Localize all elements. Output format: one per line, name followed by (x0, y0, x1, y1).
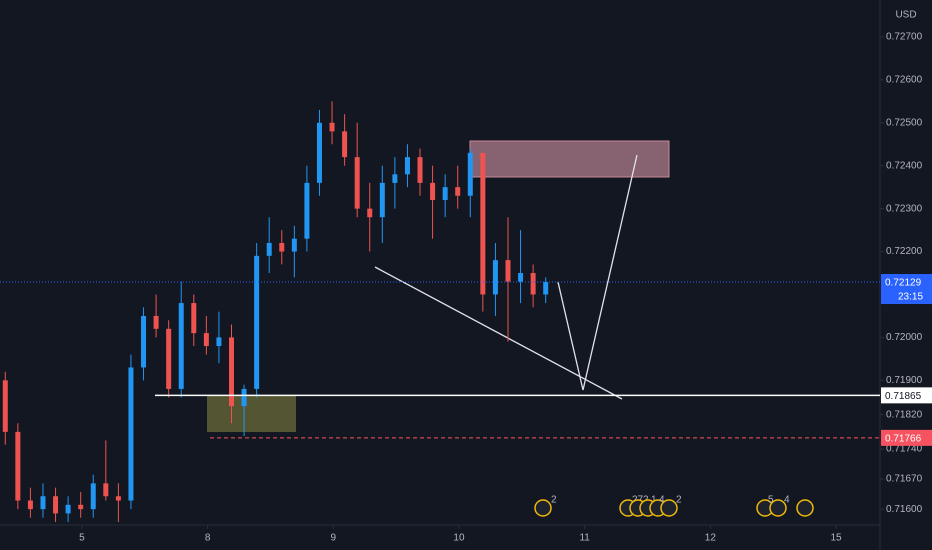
y-tick-label: 0.72000 (886, 332, 923, 343)
candle-body (291, 238, 297, 252)
candle-body (342, 131, 348, 158)
y-tick-label: 0.72400 (886, 160, 923, 171)
candle-body (53, 496, 59, 514)
candle-body (153, 315, 159, 329)
candle-body (316, 122, 322, 183)
x-tick-label: 5 (79, 533, 85, 544)
candle-body (367, 208, 373, 218)
price-label-box (881, 429, 932, 446)
candle-body (518, 273, 524, 282)
candle-body (178, 303, 184, 389)
candle-body (15, 431, 21, 501)
event: 4 (769, 495, 790, 517)
supply-zone (469, 140, 670, 178)
candle-body (203, 333, 209, 346)
candle-body (65, 504, 71, 514)
x-tick-label: 12 (705, 533, 717, 544)
y-tick-label: 0.72300 (886, 203, 923, 214)
demand-zone (207, 395, 296, 432)
candle-body (354, 157, 360, 209)
y-tick-label: 0.72500 (886, 117, 923, 128)
candle-body (304, 182, 310, 239)
candle-body (379, 182, 385, 218)
candle-body (279, 242, 285, 252)
candle-body (128, 367, 134, 501)
price-label-box (881, 387, 932, 404)
candle-body (492, 260, 498, 295)
candle-body (467, 152, 473, 196)
candle-body (90, 483, 96, 510)
last-price-label: 0.72129 (885, 278, 922, 289)
candle-body (254, 255, 260, 389)
x-tick-label: 10 (453, 533, 465, 544)
candle-body (329, 122, 335, 132)
x-tick-label: 11 (579, 533, 590, 544)
event: 2 (534, 495, 557, 517)
candle-body (141, 315, 147, 368)
candle-body (505, 260, 511, 282)
candle-body (442, 187, 448, 201)
candle-body (392, 174, 398, 183)
candle-body (266, 242, 272, 256)
candle-body (241, 388, 247, 407)
candle-body (103, 483, 109, 497)
y-tick-label: 0.71820 (886, 409, 923, 420)
candle-body (166, 328, 172, 389)
last-price-box (881, 274, 932, 305)
x-tick-label: 9 (331, 533, 337, 544)
x-tick-label: 15 (830, 533, 842, 544)
candle-body (455, 187, 461, 196)
candle-body (115, 496, 121, 501)
candle-body (216, 337, 222, 346)
y-tick-label: 0.71670 (886, 474, 923, 485)
candle-body (2, 380, 8, 432)
candle-body (404, 157, 410, 175)
candles (0, 101, 880, 522)
candle-body (543, 282, 549, 295)
countdown-label: 23:15 (898, 292, 923, 303)
candle-body (40, 496, 46, 510)
y-tick-label: 0.71740 (886, 444, 923, 455)
candle-body (430, 182, 436, 201)
y-tick-label: 0.72600 (886, 74, 923, 85)
price-label: 0.71766 (885, 433, 922, 444)
event-count: 4 (659, 495, 665, 506)
event (796, 499, 814, 517)
event-icons: 2 27 2 1 4 2 5 4 (534, 495, 814, 517)
price-label: 0.71865 (885, 391, 922, 402)
x-tick-label: 8 (205, 533, 211, 544)
event-count: 2 (676, 495, 682, 506)
y-tick-label: 0.71900 (886, 375, 923, 386)
event-count: 5 (768, 495, 774, 506)
y-tick-label: 0.72200 (886, 246, 923, 257)
event-count: 1 (651, 495, 657, 506)
candle-body (228, 337, 234, 407)
currency-label: USD (895, 10, 916, 21)
y-tick-label: 0.72700 (886, 32, 923, 43)
candle-body (27, 500, 33, 510)
y-tick-label: 0.71600 (886, 504, 923, 515)
candle-body (191, 303, 197, 334)
event-count: 2 (551, 495, 557, 506)
candle-body (78, 504, 84, 510)
event-count: 4 (784, 495, 790, 506)
trend-line (374, 266, 623, 400)
candle-body (530, 273, 536, 295)
candle-body (417, 157, 423, 183)
candle-body (480, 152, 486, 295)
event: 2 (660, 495, 682, 517)
projection-path (557, 154, 638, 391)
